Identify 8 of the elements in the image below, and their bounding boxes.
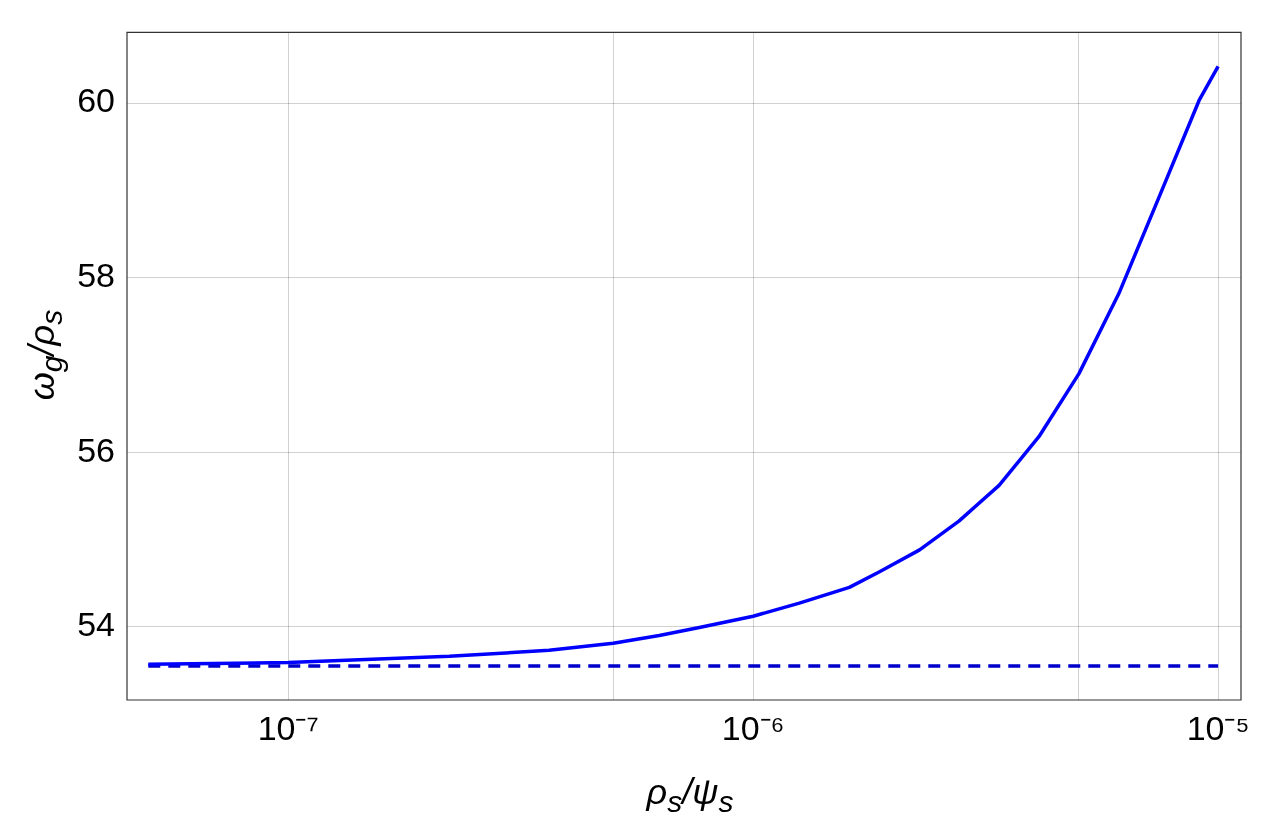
y-tick-label: 58 xyxy=(77,256,115,294)
y-tick-label: 60 xyxy=(77,81,115,120)
y-tick-label: 54 xyxy=(77,605,115,644)
x-tick-label: 10⁻⁷ xyxy=(257,708,319,747)
x-tick-label: 10⁻⁵ xyxy=(1186,708,1250,747)
x-axis-title: ρ$_{s}$/ψ$_{s}$ xyxy=(646,770,734,820)
x-tick-label: 10⁻⁶ xyxy=(721,708,785,747)
y-tick-label: 56 xyxy=(77,430,115,469)
